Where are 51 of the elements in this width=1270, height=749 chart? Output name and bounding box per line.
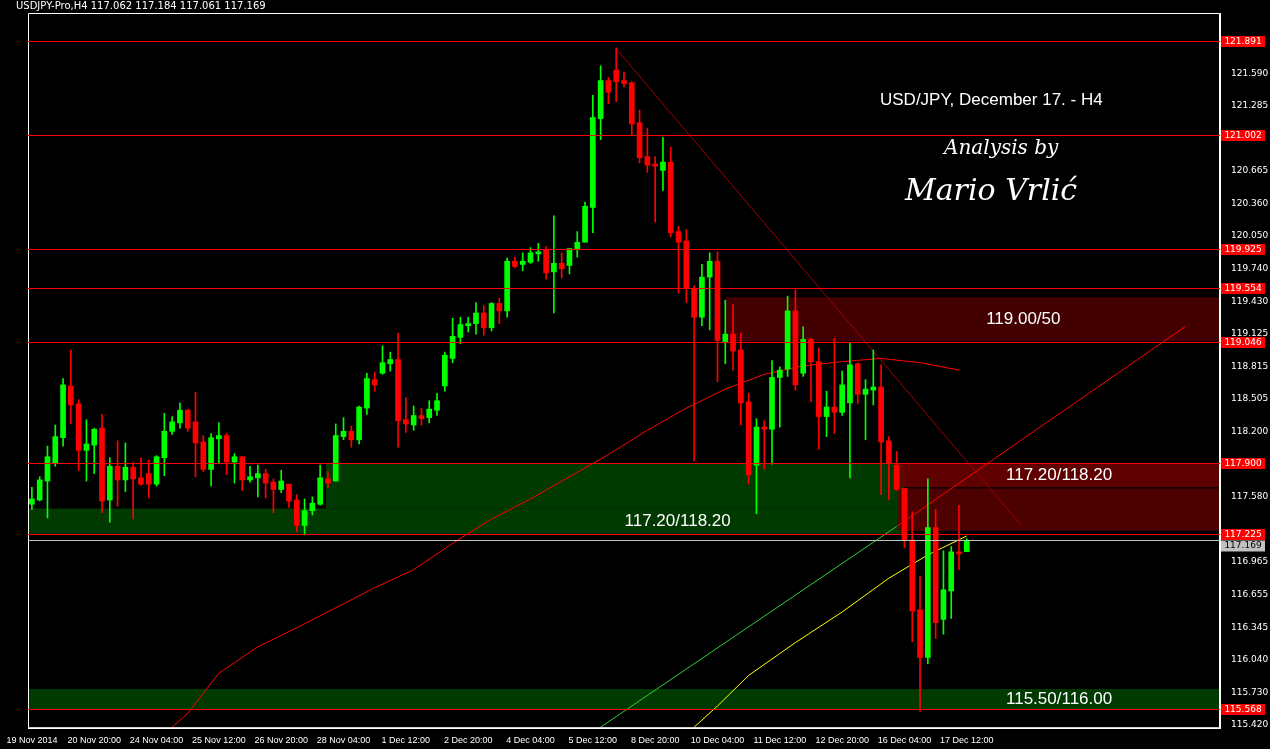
- ref-line-label: 115.568: [1224, 703, 1262, 714]
- x-tick-label: 1 Dec 12:00: [381, 735, 431, 746]
- band-label: 117.20/118.20: [1005, 465, 1113, 485]
- ref-line-label: 117.900: [1224, 457, 1262, 468]
- y-tick-label: 115.730: [1231, 686, 1269, 697]
- ref-line-label: 119.046: [1224, 336, 1262, 347]
- y-tick-label: 119.430: [1231, 295, 1269, 306]
- x-tick-label: 10 Dec 04:00: [690, 735, 745, 746]
- y-tick-label: 120.360: [1231, 197, 1269, 208]
- y-tick-label: 120.050: [1231, 230, 1269, 241]
- x-tick-label: 4 Dec 04:00: [506, 735, 555, 746]
- y-tick-label: 118.200: [1231, 425, 1269, 436]
- y-tick-label: 119.740: [1231, 263, 1269, 273]
- y-tick-label: 116.655: [1231, 588, 1269, 599]
- ref-line-label: 119.925: [1224, 243, 1262, 254]
- x-tick-label: 8 Dec 20:00: [630, 735, 680, 746]
- x-tick-label: 28 Nov 04:00: [316, 735, 371, 746]
- x-tick-label: 26 Nov 20:00: [254, 735, 308, 746]
- ref-line-label: 121.891: [1224, 35, 1262, 46]
- ref-line-label: 119.554: [1224, 282, 1262, 293]
- text: USD/JPY, December 17. - H4: [880, 90, 1103, 110]
- x-tick-label: 19 Nov 2014: [6, 735, 58, 746]
- y-tick-label: 119.125: [1231, 327, 1269, 338]
- x-tick-label: 20 Nov 20:00: [67, 735, 121, 746]
- x-tick-label: 2 Dec 20:00: [443, 735, 493, 746]
- x-tick-label: 17 Dec 12:00: [940, 735, 994, 746]
- annotation: Mario Vrlić: [905, 172, 1078, 207]
- x-tick-label: 16 Dec 04:00: [877, 735, 932, 746]
- x-tick-label: 11 Dec 12:00: [753, 735, 807, 746]
- annotation: Analysis by: [944, 135, 1059, 159]
- y-tick-label: 117.580: [1231, 491, 1269, 502]
- y-tick-label: 118.505: [1231, 393, 1269, 404]
- x-tick-label: 25 Nov 12:00: [192, 735, 246, 746]
- text: USDJPY-Pro,H4 117.062 117.184 117.061 117.169: [16, 0, 266, 11]
- y-tick-label: 118.815: [1231, 360, 1269, 371]
- y-tick-label: 120.665: [1231, 165, 1269, 176]
- y-tick-label: 115.420: [1231, 719, 1269, 730]
- y-tick-label: 116.965: [1231, 556, 1269, 567]
- x-tick-label: 5 Dec 12:00: [568, 735, 618, 746]
- y-tick-label: 121.285: [1231, 99, 1269, 110]
- y-tick-label: 121.590: [1231, 67, 1269, 78]
- ref-line-label: 121.002: [1224, 129, 1262, 140]
- x-tick-label: 12 Dec 20:00: [815, 735, 869, 746]
- ref-line-label: 117.225: [1224, 528, 1262, 539]
- band-label: 115.50/116.00: [1005, 688, 1113, 708]
- band-label: 117.20/118.20: [624, 510, 731, 530]
- ref-line-label: 117.169: [1224, 540, 1262, 551]
- band-label: 119.00/50: [986, 309, 1061, 329]
- y-tick-label: 116.040: [1231, 653, 1269, 664]
- y-tick-label: 116.345: [1231, 621, 1269, 632]
- x-tick-label: 24 Nov 04:00: [129, 735, 184, 746]
